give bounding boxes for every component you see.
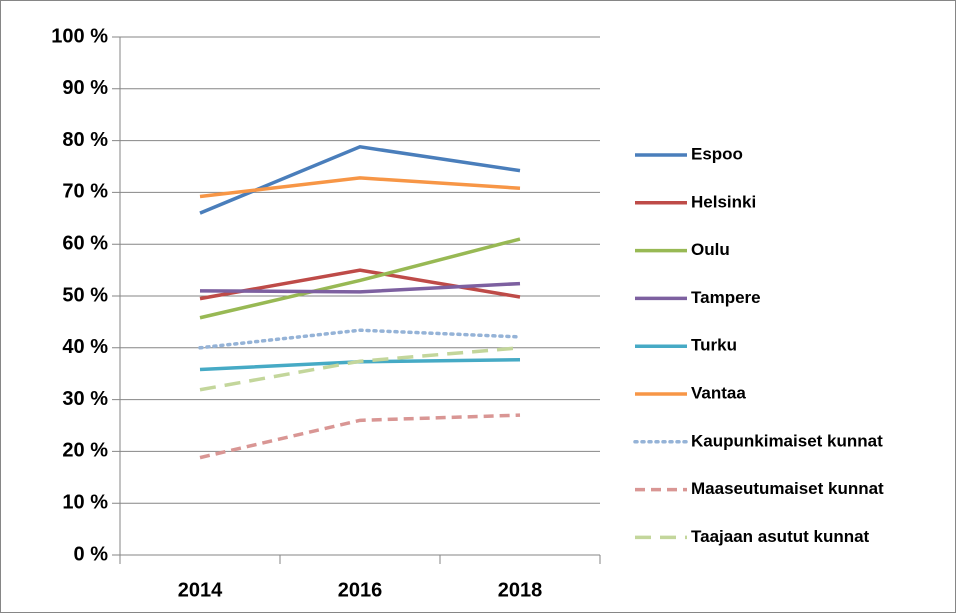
y-tick-label: 70 % [62, 181, 108, 203]
series-line [198, 328, 522, 350]
series-line [199, 413, 521, 460]
series-line [199, 346, 521, 392]
y-tick-label: 50 % [62, 284, 108, 306]
legend-label: Vantaa [691, 383, 746, 402]
y-tick-label: 30 % [62, 388, 108, 410]
y-tick-label: 10 % [62, 491, 108, 513]
legend-label: Turku [691, 336, 737, 355]
legend-label: Tampere [691, 288, 761, 307]
y-tick-label: 80 % [62, 129, 108, 151]
y-tick-label: 90 % [62, 77, 108, 99]
y-tick-label: 0 % [74, 543, 109, 565]
x-tick-label: 2018 [498, 579, 543, 601]
series-line [199, 281, 521, 294]
series-line [199, 237, 521, 320]
legend-label: Maaseutumaiset kunnat [691, 479, 884, 498]
series-line [199, 176, 521, 199]
legend-label: Taajaan asutut kunnat [691, 527, 870, 546]
y-tick-label: 20 % [62, 440, 108, 462]
legend-label: Espoo [691, 144, 743, 163]
y-tick-label: 60 % [62, 232, 108, 254]
legend-label: Kaupunkimaiset kunnat [691, 431, 883, 450]
legend-label: Helsinki [691, 192, 756, 211]
x-tick-label: 2014 [178, 579, 223, 601]
y-tick-label: 40 % [62, 336, 108, 358]
x-tick-label: 2016 [338, 579, 383, 601]
legend-label: Oulu [691, 240, 730, 259]
y-tick-label: 100 % [51, 25, 108, 47]
